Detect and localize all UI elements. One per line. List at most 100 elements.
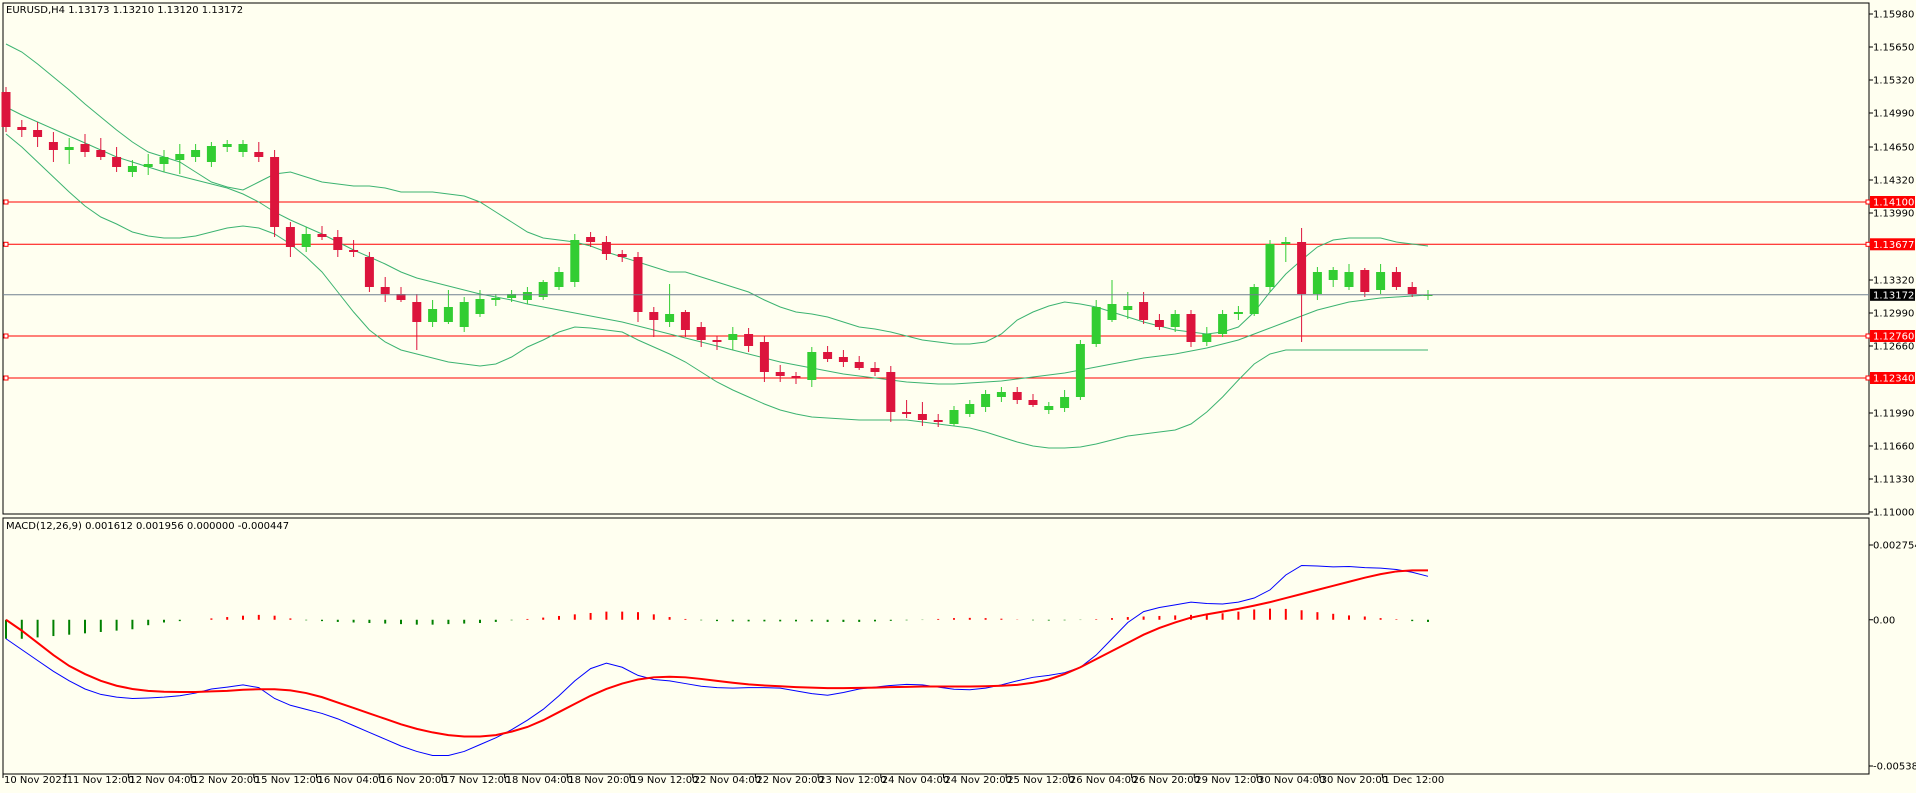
time-tick-label: 17 Nov 12:00 (443, 775, 510, 786)
candle-body (1012, 392, 1022, 400)
time-tick-label: 18 Nov 20:00 (568, 775, 635, 786)
candle-body (491, 298, 501, 300)
candle (1265, 240, 1275, 292)
time-tick-label: 11 Nov 12:00 (67, 775, 134, 786)
candle (1123, 292, 1133, 319)
candle-body (1391, 272, 1401, 287)
candle (1391, 267, 1401, 290)
candle-body (728, 334, 738, 340)
candle (1, 87, 11, 132)
candle-body (254, 152, 264, 157)
candle-body (1297, 242, 1307, 294)
candle (491, 294, 501, 306)
macd-pane[interactable]: 0.002754 0.00 -0.005387 MACD(12,26,9) 0.00… (2, 517, 1916, 775)
level-handle[interactable] (3, 375, 9, 381)
level-handle[interactable] (1865, 375, 1871, 381)
level-handle[interactable] (1865, 199, 1871, 205)
candle (1075, 340, 1085, 400)
candle (112, 147, 122, 172)
level-handle[interactable] (1865, 241, 1871, 247)
candle-body (127, 166, 137, 172)
candle (412, 294, 422, 350)
candle-body (1360, 270, 1370, 292)
candle (349, 240, 359, 257)
candle-body (175, 154, 185, 160)
current-price-tag (1870, 288, 1915, 301)
price-tick-label: 1.12660 (1873, 342, 1914, 353)
price-tick-label: 1.12990 (1873, 309, 1914, 320)
candle-body (1154, 320, 1164, 327)
candle-body (838, 357, 848, 362)
candle-body (933, 420, 943, 422)
price-pane-header: EURUSD,H4 1.13173 1.13210 1.13120 1.1317… (6, 5, 243, 16)
candle-body (617, 254, 627, 257)
macd-pane-frame (2, 517, 1870, 775)
candle-body (1312, 272, 1322, 294)
candle-body (1423, 295, 1433, 296)
horizontal-levels[interactable]: 1.14100 1.13677 1.12760 1.12340 (3, 196, 1915, 385)
level-handle[interactable] (1865, 333, 1871, 339)
candle-body (333, 237, 343, 250)
candle (586, 232, 596, 247)
level-price-tag (1870, 330, 1915, 342)
candle-body (1376, 272, 1386, 290)
price-tick-label: 1.11330 (1873, 475, 1914, 486)
price-tick-label: 1.15980 (1873, 10, 1914, 21)
candle-body (1281, 242, 1291, 244)
candle (1028, 394, 1038, 407)
candle (1218, 310, 1228, 337)
candle-body (696, 327, 706, 340)
candle (1376, 264, 1386, 294)
candle (775, 365, 785, 382)
level-handle[interactable] (3, 241, 9, 247)
candle-body (317, 234, 327, 237)
candle-body (206, 146, 216, 162)
candle (380, 277, 390, 302)
candle (33, 122, 43, 147)
candle-body (1, 92, 11, 127)
candle (522, 287, 532, 304)
candle (459, 297, 469, 332)
level-handle[interactable] (3, 199, 9, 205)
candle-body (949, 410, 959, 424)
candle-body (222, 144, 232, 147)
candle-body (380, 287, 390, 294)
candle-body (443, 307, 453, 322)
candle (807, 347, 817, 387)
time-tick-label: 23 Nov 12:00 (819, 775, 886, 786)
candle (538, 280, 548, 300)
candle-body (680, 312, 690, 330)
candle-body (981, 394, 991, 407)
candle-body (996, 392, 1006, 397)
price-tick-label: 1.15320 (1873, 76, 1914, 87)
candle (191, 144, 201, 162)
time-tick-label: 12 Nov 20:00 (192, 775, 259, 786)
candle (1186, 310, 1196, 347)
time-tick-label: 30 Nov 04:00 (1258, 775, 1325, 786)
candle-body (823, 352, 833, 359)
macd-line (5, 564, 1429, 756)
candle (443, 290, 453, 324)
candle-body (917, 414, 927, 420)
candle-body (64, 147, 74, 150)
price-axis: 1.15980 1.15650 1.15320 1.14990 1.14650 1.143… (1869, 10, 1914, 519)
candle (175, 144, 185, 174)
price-tick-label: 1.13990 (1873, 209, 1914, 220)
candle (507, 290, 517, 302)
candle-body (570, 240, 580, 282)
macd-tick-label: 0.00 (1873, 615, 1895, 626)
time-tick-label: 16 Nov 20:00 (380, 775, 447, 786)
candle-body (1407, 287, 1417, 294)
candle (17, 120, 27, 137)
time-tick-label: 1 Dec 12:00 (1383, 775, 1444, 786)
candle-body (886, 372, 896, 412)
candle-body (586, 237, 596, 242)
price-pane[interactable]: 1.15980 1.15650 1.15320 1.14990 1.14650 1.143… (1, 2, 1916, 519)
level-handle[interactable] (3, 333, 9, 339)
candle (317, 226, 327, 240)
candle-body (1091, 307, 1101, 344)
candle-body (1170, 314, 1180, 327)
candle (96, 138, 106, 160)
